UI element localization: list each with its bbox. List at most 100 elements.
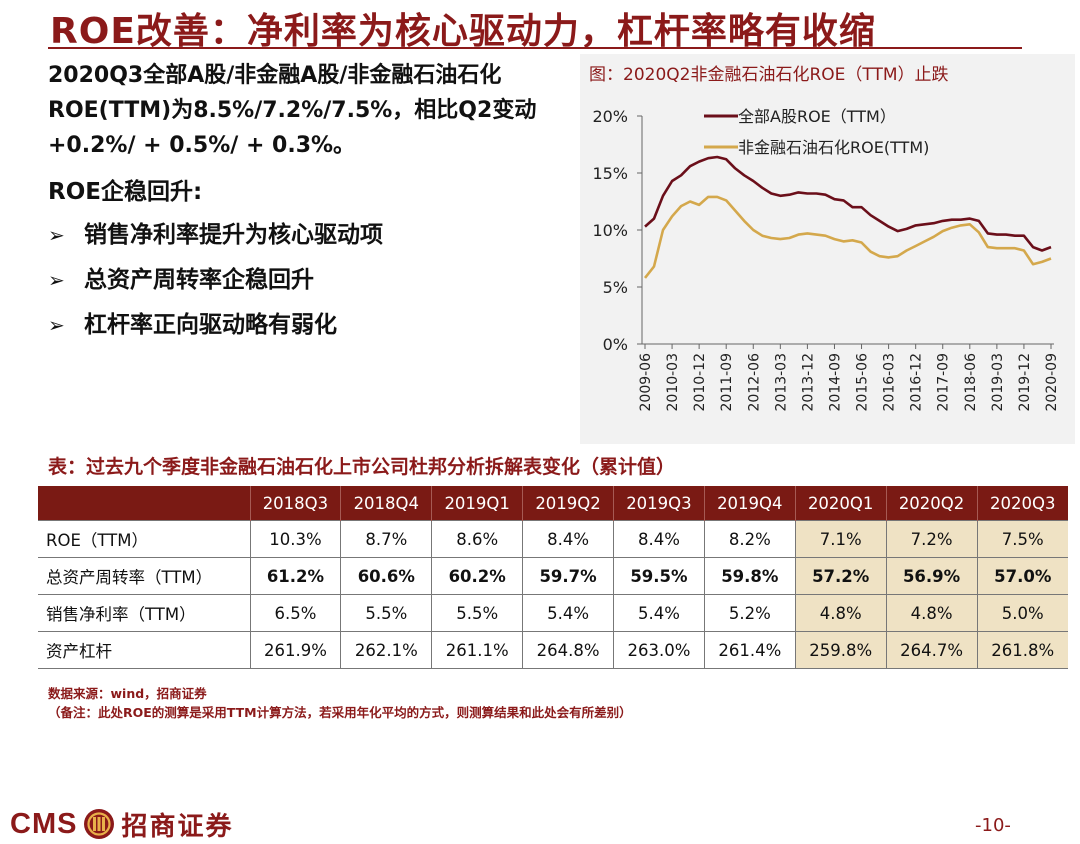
- table-cell: 7.1%: [795, 520, 887, 558]
- table-cell: 264.7%: [886, 631, 978, 669]
- arrow-right-icon: ➢: [48, 223, 65, 247]
- table-row: 销售净利率（TTM） 6.5% 5.5% 5.5% 5.4% 5.4% 5.2% 4.8% 4.…: [38, 594, 1068, 632]
- x-tick-label: 2014-09: [827, 353, 843, 412]
- table-cell: 8.2%: [704, 520, 796, 558]
- table-cell: 57.2%: [795, 557, 887, 595]
- cms-logo-icon: [84, 809, 115, 839]
- series-line-nonfin-ex-petro: [643, 195, 1052, 279]
- brand-logo: CMS 招商证券: [10, 804, 233, 844]
- series-line-all-a: [644, 155, 1052, 252]
- y-tick-label: 0%: [603, 335, 628, 354]
- table-cell: 7.5%: [977, 520, 1068, 558]
- bullet-text: 总资产周转率企稳回升: [84, 267, 314, 293]
- slide-title: ROE改善：净利率为核心驱动力，杠杆率略有收缩: [50, 11, 876, 52]
- summary-text: 2020Q3全部A股/非金融A股/非金融石油石化ROE(TTM)为8.5%/7.…: [48, 63, 537, 158]
- table-cell: 59.7%: [522, 557, 614, 595]
- table-cell: 259.8%: [795, 631, 887, 669]
- bullet-item: ➢ 总资产周转率企稳回升: [48, 263, 383, 308]
- x-tick-label: 2009-06: [638, 353, 654, 412]
- x-tick-label: 2010-03: [665, 353, 681, 412]
- dupont-table: 2018Q3 2018Q4 2019Q1 2019Q2 2019Q3 2019Q…: [38, 486, 1068, 669]
- table-row: 总资产周转率（TTM） 61.2% 60.6% 60.2% 59.7% 59.5% 59.8…: [38, 557, 1068, 595]
- column-header: 2019Q1: [431, 486, 524, 521]
- column-header: 2019Q2: [522, 486, 614, 521]
- x-tick-label: 2017-09: [936, 353, 952, 412]
- roe-line-chart: 0% 5% 10% 15% 20% 2009-06 2010-03 2010-12 2011-0…: [592, 107, 1060, 412]
- table-cell: 261.8%: [977, 631, 1068, 669]
- row-label: ROE（TTM）: [38, 520, 251, 558]
- table-cell: 8.4%: [613, 520, 705, 558]
- table-row: ROE（TTM） 10.3% 8.7% 8.6% 8.4% 8.4% 8.2% 7.1% 7.2…: [38, 520, 1068, 558]
- title-divider: [48, 47, 1022, 49]
- bullet-list: ➢ 销售净利率提升为核心驱动项 ➢ 总资产周转率企稳回升 ➢ 杠杆率正向驱动略有弱化: [48, 218, 383, 353]
- page-number: -10-: [975, 815, 1011, 836]
- column-header: 2020Q1: [795, 486, 887, 521]
- table-cell: 60.6%: [340, 557, 433, 595]
- x-tick-label: 2016-03: [882, 353, 898, 412]
- table-cell: 8.6%: [431, 520, 524, 558]
- bullet-text: 杠杆率正向驱动略有弱化: [84, 312, 337, 338]
- arrow-right-icon: ➢: [48, 313, 65, 337]
- table-cell: 6.5%: [250, 594, 342, 632]
- table-header-row: 2018Q3 2018Q4 2019Q1 2019Q2 2019Q3 2019Q…: [38, 486, 1068, 521]
- table-cell: 10.3%: [250, 520, 342, 558]
- table-cell: 59.5%: [613, 557, 705, 595]
- x-tick-label: 2015-06: [855, 353, 871, 412]
- table-caption: 表：过去九个季度非金融石油石化上市公司杜邦分析拆解表变化（累计值）: [48, 456, 676, 478]
- legend-label: 非金融石油石化ROE(TTM): [738, 138, 929, 157]
- table-cell: 8.4%: [522, 520, 614, 558]
- x-tick-label: 2019-03: [990, 353, 1006, 412]
- table-cell: 4.8%: [886, 594, 978, 632]
- x-tick-label: 2020-09: [1044, 353, 1060, 412]
- y-tick-label: 15%: [592, 164, 628, 183]
- legend-label: 全部A股ROE（TTM）: [738, 107, 896, 126]
- x-tick-label: 2019-12: [1017, 353, 1033, 412]
- column-header: 2018Q3: [250, 486, 342, 521]
- table-cell: 61.2%: [250, 557, 342, 595]
- x-tick-label: 2013-12: [800, 353, 816, 412]
- table-cell: 261.4%: [704, 631, 796, 669]
- table-cell: 59.8%: [704, 557, 796, 595]
- chart-caption: 图：2020Q2非金融石油石化ROE（TTM）止跌: [589, 65, 949, 85]
- x-tick-label: 2013-03: [773, 353, 789, 412]
- table-cell: 261.1%: [431, 631, 524, 669]
- table-cell: 5.4%: [613, 594, 705, 632]
- table-cell: 263.0%: [613, 631, 705, 669]
- bullet-text: 销售净利率提升为核心驱动项: [84, 222, 383, 248]
- arrow-right-icon: ➢: [48, 268, 65, 292]
- table-cell: 8.7%: [340, 520, 433, 558]
- table-cell: 5.5%: [431, 594, 524, 632]
- x-tick-label: 2010-12: [692, 353, 708, 412]
- table-cell: 56.9%: [886, 557, 978, 595]
- column-header: 2019Q4: [704, 486, 796, 521]
- bullet-item: ➢ 销售净利率提升为核心驱动项: [48, 218, 383, 263]
- roe-chart-panel: 图：2020Q2非金融石油石化ROE（TTM）止跌 0% 5% 10% 15% 20% 2…: [580, 54, 1075, 444]
- table-cell: 262.1%: [340, 631, 433, 669]
- table-cell: 5.5%: [340, 594, 433, 632]
- table-row: 资产杠杆 261.9% 262.1% 261.1% 264.8% 263.0% 261.4%…: [38, 631, 1068, 669]
- x-tick-label: 2012-06: [746, 353, 762, 412]
- footnote: （备注：此处ROE的测算是采用TTM计算方法，若采用年化平均的方式，则测算结果和…: [48, 705, 632, 720]
- table-cell: 60.2%: [431, 557, 524, 595]
- logo-cms-text: CMS: [10, 807, 78, 840]
- table-cell: 264.8%: [522, 631, 614, 669]
- column-header: 2020Q2: [886, 486, 978, 521]
- table-cell: 5.4%: [522, 594, 614, 632]
- row-label: 总资产周转率（TTM）: [38, 557, 251, 595]
- data-source: 数据来源：wind，招商证券: [48, 686, 207, 701]
- x-tick-label: 2016-12: [909, 353, 925, 412]
- table-cell: 5.2%: [704, 594, 796, 632]
- y-tick-label: 10%: [592, 221, 628, 240]
- roe-subhead: ROE企稳回升:: [48, 179, 203, 205]
- bullet-item: ➢ 杠杆率正向驱动略有弱化: [48, 308, 383, 353]
- table-cell: 7.2%: [886, 520, 978, 558]
- table-cell: 261.9%: [250, 631, 342, 669]
- y-tick-label: 5%: [603, 278, 628, 297]
- table-cell: 4.8%: [795, 594, 887, 632]
- x-tick-label: 2011-09: [719, 353, 735, 412]
- table-cell: 57.0%: [977, 557, 1068, 595]
- y-tick-label: 20%: [592, 107, 628, 126]
- row-label: 资产杠杆: [38, 631, 251, 669]
- column-header: [38, 486, 251, 521]
- row-label: 销售净利率（TTM）: [38, 594, 251, 632]
